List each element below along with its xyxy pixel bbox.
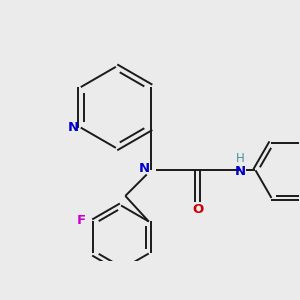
Text: H: H xyxy=(236,152,245,165)
Text: N: N xyxy=(139,163,150,176)
Text: N: N xyxy=(235,166,246,178)
Text: O: O xyxy=(192,203,203,216)
Text: F: F xyxy=(77,214,86,227)
Text: N: N xyxy=(68,121,79,134)
